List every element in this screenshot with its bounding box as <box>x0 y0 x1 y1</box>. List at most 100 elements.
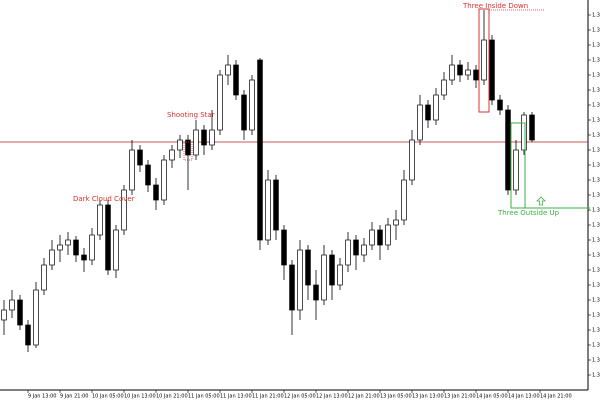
candle-body <box>225 64 231 76</box>
plot <box>0 10 588 352</box>
x-tick-label: 12 Jan 21:00 <box>348 394 380 400</box>
candle-body <box>9 299 15 311</box>
candle-body <box>265 179 271 241</box>
x-tick-label: 9 Jan 13:00 <box>28 394 56 400</box>
candle-body <box>305 249 311 286</box>
y-tick-label: 1.31150 <box>592 373 600 379</box>
candle-body <box>73 239 79 256</box>
candle-body <box>417 104 423 141</box>
y-tick-label: 1.32800 <box>592 208 600 214</box>
candle-body <box>217 74 223 131</box>
y-tick-label: 1.33850 <box>592 103 600 109</box>
y-tick-label: 1.32950 <box>592 193 600 199</box>
y-tick-label: 1.34450 <box>592 43 600 49</box>
annotation: Shooting Star <box>167 111 215 119</box>
y-tick-label: 1.31900 <box>592 298 600 304</box>
candle-body <box>57 244 63 251</box>
candle-body <box>177 139 183 151</box>
candle-body <box>369 229 375 246</box>
candle-body <box>489 39 495 101</box>
annotation: Three Inside Down <box>462 2 528 10</box>
y-tick-label: 1.33400 <box>592 148 600 154</box>
x-tick-label: 12 Jan 13:00 <box>316 394 348 400</box>
candle-body <box>89 234 95 261</box>
x-tick-label: 13 Jan 05:00 <box>380 394 412 400</box>
x-tick-label: 14 Jan 13:00 <box>508 394 540 400</box>
candle-body <box>105 204 111 271</box>
y-tick-label: 1.31300 <box>592 358 600 364</box>
candle-body <box>137 149 143 166</box>
y-tick-label: 1.34600 <box>592 28 600 34</box>
candle-body <box>241 94 247 131</box>
candle-body <box>257 59 263 241</box>
candle-body <box>249 79 255 131</box>
candle-body <box>97 204 103 236</box>
candle-body <box>481 39 487 81</box>
candle-body <box>433 94 439 121</box>
candle-body <box>233 64 239 96</box>
candle-body <box>209 129 215 146</box>
y-tick-label: 1.31600 <box>592 328 600 334</box>
pattern-box <box>183 141 193 161</box>
y-tick-label: 1.31750 <box>592 313 600 319</box>
candle-body <box>393 219 399 226</box>
candle-body <box>121 189 127 231</box>
candle-body <box>505 109 511 191</box>
candle-body <box>81 254 87 261</box>
candle-body <box>521 114 527 151</box>
y-tick-label: 1.32050 <box>592 283 600 289</box>
candle-body <box>185 139 191 156</box>
candle-body <box>529 114 535 141</box>
x-tick-label: 11 Jan 13:00 <box>220 394 252 400</box>
candle-body <box>41 264 47 291</box>
y-tick-label: 1.31450 <box>592 343 600 349</box>
y-tick-label: 1.34150 <box>592 73 600 79</box>
candle-body <box>513 149 519 191</box>
candle-body <box>193 129 199 156</box>
x-tick-label: 13 Jan 13:00 <box>412 394 444 400</box>
candle-body <box>465 69 471 76</box>
candle-body <box>449 64 455 81</box>
candle-body <box>321 254 327 301</box>
y-tick-label: 1.33550 <box>592 133 600 139</box>
candle-body <box>113 229 119 271</box>
pattern-box <box>478 8 490 113</box>
x-tick-label: 10 Jan 21:00 <box>156 394 188 400</box>
x-tick-label: 12 Jan 05:00 <box>284 394 316 400</box>
y-tick-label: 1.32500 <box>592 238 600 244</box>
candle-body <box>129 149 135 191</box>
candle-body <box>153 184 159 201</box>
candle-body <box>353 239 359 256</box>
up-arrow <box>536 196 546 206</box>
candle-body <box>297 249 303 311</box>
y-tick-label: 1.32200 <box>592 268 600 274</box>
candle-body <box>473 69 479 81</box>
candle-body <box>409 139 415 181</box>
y-tick-label: 1.32350 <box>592 253 600 259</box>
candle-body <box>169 149 175 161</box>
x-tick-label: 14 Jan 05:00 <box>476 394 508 400</box>
candle-body <box>65 239 71 246</box>
candle-body <box>377 229 383 246</box>
x-tick-label: 10 Jan 13:00 <box>124 394 156 400</box>
y-tick-label: 1.33700 <box>592 118 600 124</box>
candle-body <box>345 239 351 266</box>
annotation: Dark Cloud Cover <box>73 195 135 203</box>
candle-body <box>425 104 431 121</box>
x-tick-label: 10 Jan 05:00 <box>92 394 124 400</box>
x-tick-label: 11 Jan 21:00 <box>252 394 284 400</box>
candle-body <box>289 264 295 311</box>
candle-body <box>385 224 391 246</box>
candle-body <box>401 179 407 221</box>
candle-body <box>273 179 279 231</box>
candle-body <box>441 79 447 96</box>
candle-body <box>281 229 287 266</box>
y-tick-label: 1.34750 <box>592 13 600 19</box>
x-tick-label: 9 Jan 21:00 <box>60 394 88 400</box>
candle-body <box>201 129 207 146</box>
candle-body <box>17 299 23 326</box>
y-tick-label: 1.34000 <box>592 88 600 94</box>
candle-body <box>329 254 335 286</box>
candle-body <box>313 284 319 301</box>
